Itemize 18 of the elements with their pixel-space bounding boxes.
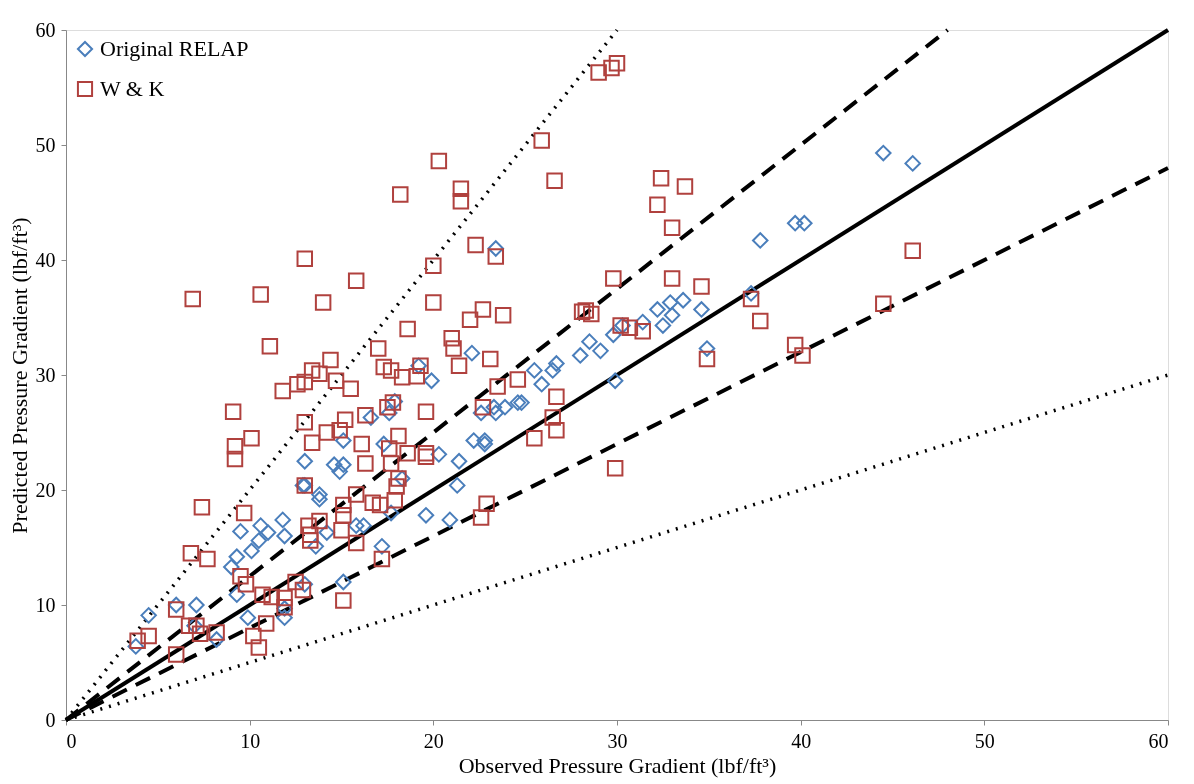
x-tick-label: 0 [66,729,77,752]
x-tick-label: 40 [791,729,812,752]
legend-label: W & K [100,76,165,101]
y-tick-label: 40 [35,248,56,271]
legend-label: Original RELAP [100,36,249,61]
y-tick-label: 0 [45,708,56,731]
y-tick-label: 10 [35,593,56,616]
y-axis-title: Predicted Pressure Gradient (lbf/ft³) [6,217,32,534]
x-tick-label: 20 [423,729,444,752]
x-tick-label: 30 [607,729,628,752]
y-tick-label: 60 [35,18,56,41]
x-tick-label: 50 [974,729,995,752]
y-tick-label: 50 [35,133,56,156]
x-tick-label: 60 [1148,729,1169,752]
y-tick-label: 20 [35,478,56,501]
x-tick-label: 10 [240,729,261,752]
y-tick-label: 30 [35,363,56,386]
x-axis-title: Observed Pressure Gradient (lbf/ft³) [458,752,777,778]
